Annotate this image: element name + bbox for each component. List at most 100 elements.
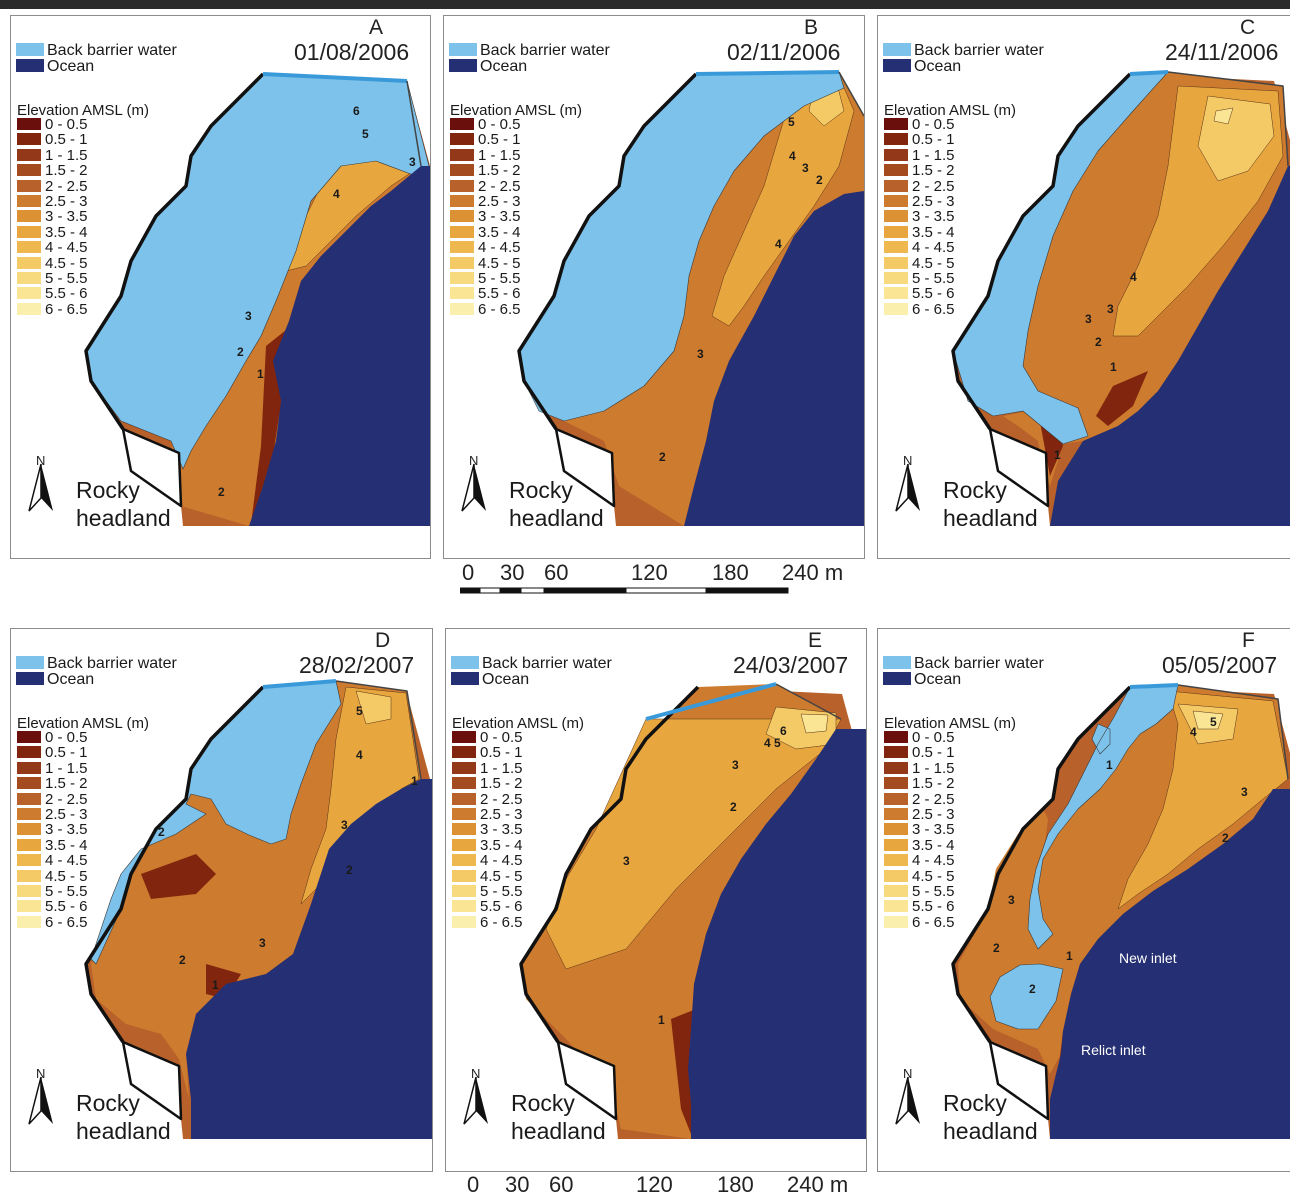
place-label-line: Rocky [943,1090,1007,1116]
north-arrow-icon [28,463,53,512]
legend-label: 4 - 4.5 [912,852,955,870]
legend-swatch [17,854,41,867]
legend-label: 4.5 - 5 [912,867,955,885]
legend-label: 0.5 - 1 [912,131,955,149]
elevation-legend-item: 5.5 - 6 [884,899,955,914]
legend-label: Back barrier water [47,42,177,59]
legend-label: Ocean [482,671,530,688]
north-label: N [903,453,913,468]
elevation-legend-item: 3 - 3.5 [884,209,955,224]
legend-label: 3.5 - 4 [45,836,88,854]
legend-label: 1.5 - 2 [478,162,521,180]
legend-label: Ocean [47,671,95,688]
contour-label: 1 [411,774,418,788]
contour-label: 5 [362,127,369,141]
panel-letter: E [808,629,823,652]
legend-label: Back barrier water [914,42,1044,59]
western-coastline [519,685,700,1043]
legend-label: 1 - 1.5 [480,759,523,777]
survey-date: 02/11/2006 [727,39,841,65]
ocean-area [249,166,430,526]
elevation-legend-item: 1 - 1.5 [450,148,521,163]
map-panel-c: 4 3 3 2 1 1 Back barrier water Ocean Elevation A… [877,15,1290,559]
legend-label: 3 - 3.5 [478,208,521,226]
legend-swatch [884,256,908,269]
elevation-legend-item: 3.5 - 4 [450,225,521,240]
legend-swatch [884,195,908,207]
legend-swatch [884,746,908,759]
legend-swatch [884,164,908,177]
place-label-line: Rocky [76,477,140,503]
elevation-legend-item: 1 - 1.5 [17,761,88,776]
legend-swatch [884,272,908,284]
contour-label: 5 [1210,715,1217,729]
elevation-legend-item: 3 - 3.5 [452,822,523,837]
rocky-headland-shape [554,427,616,508]
legend-label: 4.5 - 5 [478,254,521,272]
legend-label: 2.5 - 3 [478,193,521,210]
contour-label: 3 [1085,312,1092,326]
place-label-line: Rocky [509,477,573,503]
elevation-legend-title: Elevation AMSL (m) [884,102,1016,119]
elevation-legend-item: 5 - 5.5 [17,884,88,899]
scale-tick-label: 0 [467,1172,480,1197]
elevation-legend-item: 2.5 - 3 [884,194,955,209]
legend-swatch [883,59,911,72]
elevation-legend-item: 4 - 4.5 [17,240,88,255]
legend-label: 3.5 - 4 [912,836,955,854]
legend-swatch [450,241,474,254]
contour-label: 6 [780,724,787,738]
legend-label: 4.5 - 5 [912,254,955,272]
elevation-legend-item: 1.5 - 2 [17,163,88,178]
legend-back-barrier-water: Back barrier water [449,42,610,59]
northern-shoreline [262,72,408,83]
panel-letter: C [1240,16,1256,39]
legend-label: 5 - 5.5 [478,270,521,287]
elevation-map: 54 1 3 2 3 2 1 2 [878,629,1290,1171]
legend-swatch [884,792,908,805]
rocky-headland-shape [121,427,183,508]
high-elevation-zone [1213,107,1234,125]
legend-swatch [17,869,41,882]
legend-swatch [450,256,474,269]
legend-ocean: Ocean [451,671,530,688]
legend-swatch [452,838,476,851]
legend-label: 2 - 2.5 [45,177,88,195]
contour-label: 5 [774,736,781,750]
legend-label: 6 - 6.5 [912,913,955,931]
north-label: N [471,1066,481,1081]
elevation-legend-item: 1.5 - 2 [452,776,523,791]
survey-edge [335,680,422,780]
rocky-headland-label: Rocky headland [76,1089,171,1145]
high-elevation-zone [1192,710,1224,730]
legend-swatch [17,761,41,774]
elevation-legend-item: 5.5 - 6 [452,899,523,914]
scale-tick-label: 60 [549,1172,574,1197]
contour-label: 2 [218,485,225,499]
north-label: N [903,1066,913,1081]
legend-back-barrier-water: Back barrier water [16,655,177,672]
legend-swatch [452,731,476,743]
elevation-legend-item: 4.5 - 5 [17,869,88,884]
legend-label: 4.5 - 5 [45,867,88,885]
elevation-legend-item: 0 - 0.5 [452,730,523,745]
legend-swatch [450,118,474,130]
legend-swatch [17,808,41,820]
map-panel-f: 5 4 1 3 2 3 2 1 2 Back barrier water Ocean Elevatio… [877,628,1290,1172]
legend-swatch [450,210,474,223]
legend-ocean: Ocean [16,671,95,688]
elevation-legend-item: 0.5 - 1 [884,132,955,147]
legend-label: 3.5 - 4 [912,223,955,241]
elevation-map: 654 3 2 3 1 [446,629,866,1171]
elevation-legend-item: 0.5 - 1 [884,745,955,760]
elevation-legend-item: 6 - 6.5 [452,915,523,930]
legend-swatch [884,777,908,790]
legend-label: 0 - 0.5 [478,116,521,133]
low-elevation-zone [206,964,241,999]
rocky-headland-label: Rocky headland [943,1089,1038,1145]
contour-label: 2 [1029,982,1036,996]
legend-label: 0 - 0.5 [912,729,955,746]
relict-inlet-label: Relict inlet [1081,1042,1146,1058]
scale-bar: 0 30 60 120 180 240 m [455,560,875,600]
legend-label: 5.5 - 6 [912,285,955,303]
